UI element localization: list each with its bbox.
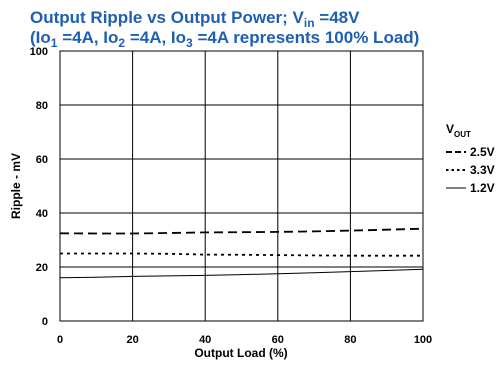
plot-area [59,50,424,322]
x-tick-label: 40 [199,334,211,346]
y-tick-label: 60 [36,154,48,166]
series-line-1.2V [59,268,424,279]
x-tick-label: 0 [57,334,63,346]
series-line-3.3V [60,252,423,257]
chart-title-line-2: (Io1 =4A, Io2 =4A, Io3 =4A represents 10… [30,28,419,50]
y-axis-label: Ripple - mV [9,153,23,219]
x-tick-label: 60 [272,334,284,346]
legend-label: 1.2V [470,181,495,195]
y-tick-label: 0 [42,316,48,328]
series-lines [59,227,424,279]
x-tick-label: 20 [126,334,138,346]
y-axis-ticks: 0 20 40 60 80 100 [30,46,48,328]
x-axis-ticks: 0 20 40 60 80 100 [57,334,432,346]
y-tick-label: 40 [36,208,48,220]
y-tick-label: 80 [36,100,48,112]
legend: VOUT 2.5V 3.3V 1.2V [446,122,495,195]
y-tick-label: 100 [30,46,48,58]
grid-lines [60,51,423,321]
x-axis-label: Output Load (%) [194,346,287,360]
series-line-2.5V [59,227,424,235]
legend-label: 3.3V [470,163,495,177]
x-tick-label: 80 [344,334,356,346]
legend-title: VOUT [446,122,471,139]
chart-title-line-1: Output Ripple vs Output Power; Vin =48V [30,8,360,30]
y-tick-label: 20 [36,262,48,274]
legend-label: 2.5V [470,145,495,159]
x-tick-label: 100 [414,334,432,346]
